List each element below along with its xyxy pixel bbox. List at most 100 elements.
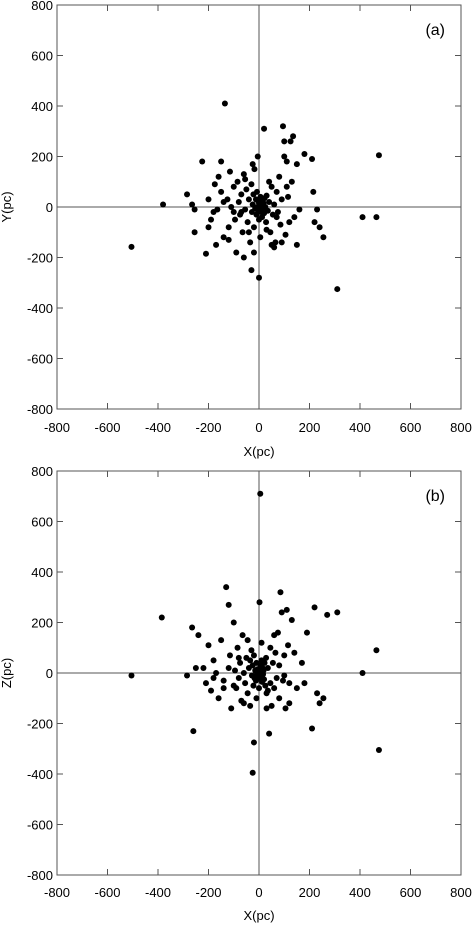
data-point <box>296 206 303 213</box>
data-point <box>281 138 288 145</box>
data-point <box>226 652 233 659</box>
data-point <box>160 201 167 208</box>
y-axis-title: Y(pc) <box>0 191 14 222</box>
data-point <box>334 609 341 616</box>
y-tick-label: -200 <box>27 251 53 266</box>
data-point <box>235 675 242 682</box>
y-tick-label: 200 <box>31 150 53 165</box>
data-point <box>208 216 215 223</box>
data-point <box>316 224 323 231</box>
data-point <box>244 637 251 644</box>
data-point <box>256 685 262 692</box>
data-point <box>128 243 135 250</box>
data-point <box>261 659 268 666</box>
data-point <box>286 700 293 707</box>
data-point <box>273 214 280 221</box>
data-point <box>128 672 135 679</box>
data-point <box>268 702 275 709</box>
data-point <box>266 178 273 185</box>
data-point <box>373 647 380 654</box>
data-point <box>253 695 260 702</box>
data-point <box>230 682 237 689</box>
data-point <box>264 687 271 694</box>
data-point <box>248 267 255 274</box>
data-point <box>208 687 215 694</box>
x-tick-label: 0 <box>255 420 262 435</box>
data-point <box>309 725 316 732</box>
scatter-panel-a: -800 -600 -400 -200 0 200 400 600 800 800 600 400 20… <box>0 0 472 459</box>
data-point <box>232 667 239 674</box>
data-point <box>205 196 212 203</box>
data-point <box>271 201 278 208</box>
panel-label: (b) <box>425 488 445 505</box>
data-point <box>263 705 270 712</box>
data-point <box>314 206 321 213</box>
data-point <box>218 158 225 165</box>
data-point <box>273 188 280 195</box>
data-point <box>287 138 294 145</box>
data-point <box>263 192 270 199</box>
data-point <box>235 654 242 661</box>
data-point <box>244 690 251 697</box>
data-point <box>226 168 233 175</box>
data-point <box>238 191 245 198</box>
data-point <box>268 183 275 190</box>
data-point <box>276 173 283 180</box>
x-axis-title: X(pc) <box>243 908 274 923</box>
data-point <box>271 632 278 639</box>
data-point <box>225 236 232 243</box>
data-point <box>250 249 257 256</box>
x-tick-label: 600 <box>400 885 422 900</box>
data-point <box>261 676 268 683</box>
data-point <box>263 219 270 226</box>
data-point <box>250 682 257 689</box>
x-tick-label: -800 <box>44 885 70 900</box>
data-point <box>189 201 196 208</box>
data-point <box>239 632 246 639</box>
y-tick-label: -800 <box>27 868 53 883</box>
x-tick-label: 400 <box>349 420 371 435</box>
data-point <box>283 606 290 613</box>
data-point <box>210 675 217 682</box>
data-point <box>245 229 252 236</box>
data-point <box>202 680 209 687</box>
data-point <box>234 644 241 651</box>
data-point <box>220 234 227 241</box>
data-point <box>277 589 284 596</box>
data-point <box>221 100 228 107</box>
x-tick-label: 200 <box>299 885 321 900</box>
data-point <box>210 209 217 216</box>
data-point <box>240 670 247 676</box>
data-point <box>263 226 270 233</box>
y-tick-label: 400 <box>31 99 53 114</box>
y-tick-label: 800 <box>31 464 53 479</box>
data-point <box>184 672 191 679</box>
data-point <box>235 198 242 205</box>
x-tick-label: 400 <box>349 885 371 900</box>
data-point <box>291 649 298 656</box>
data-point <box>282 705 289 712</box>
data-point <box>211 181 218 188</box>
data-point <box>273 675 280 682</box>
data-point <box>359 214 366 221</box>
data-point <box>158 614 165 621</box>
data-point <box>282 231 289 238</box>
data-point <box>276 695 283 702</box>
data-point <box>290 133 297 140</box>
x-tick-label: -600 <box>94 885 120 900</box>
y-tick-label: 0 <box>46 666 53 681</box>
data-point <box>293 685 300 692</box>
data-point <box>281 672 288 679</box>
data-point <box>256 274 262 281</box>
data-point <box>230 183 237 190</box>
data-point <box>324 611 331 618</box>
data-point <box>199 158 206 165</box>
data-point <box>228 204 235 210</box>
x-tick-label: -800 <box>44 420 70 435</box>
data-point <box>200 664 207 671</box>
y-tick-label: -600 <box>27 818 53 833</box>
data-point <box>293 161 300 168</box>
data-point <box>191 229 198 236</box>
y-tick-label: -200 <box>27 717 53 732</box>
data-point <box>190 728 197 735</box>
